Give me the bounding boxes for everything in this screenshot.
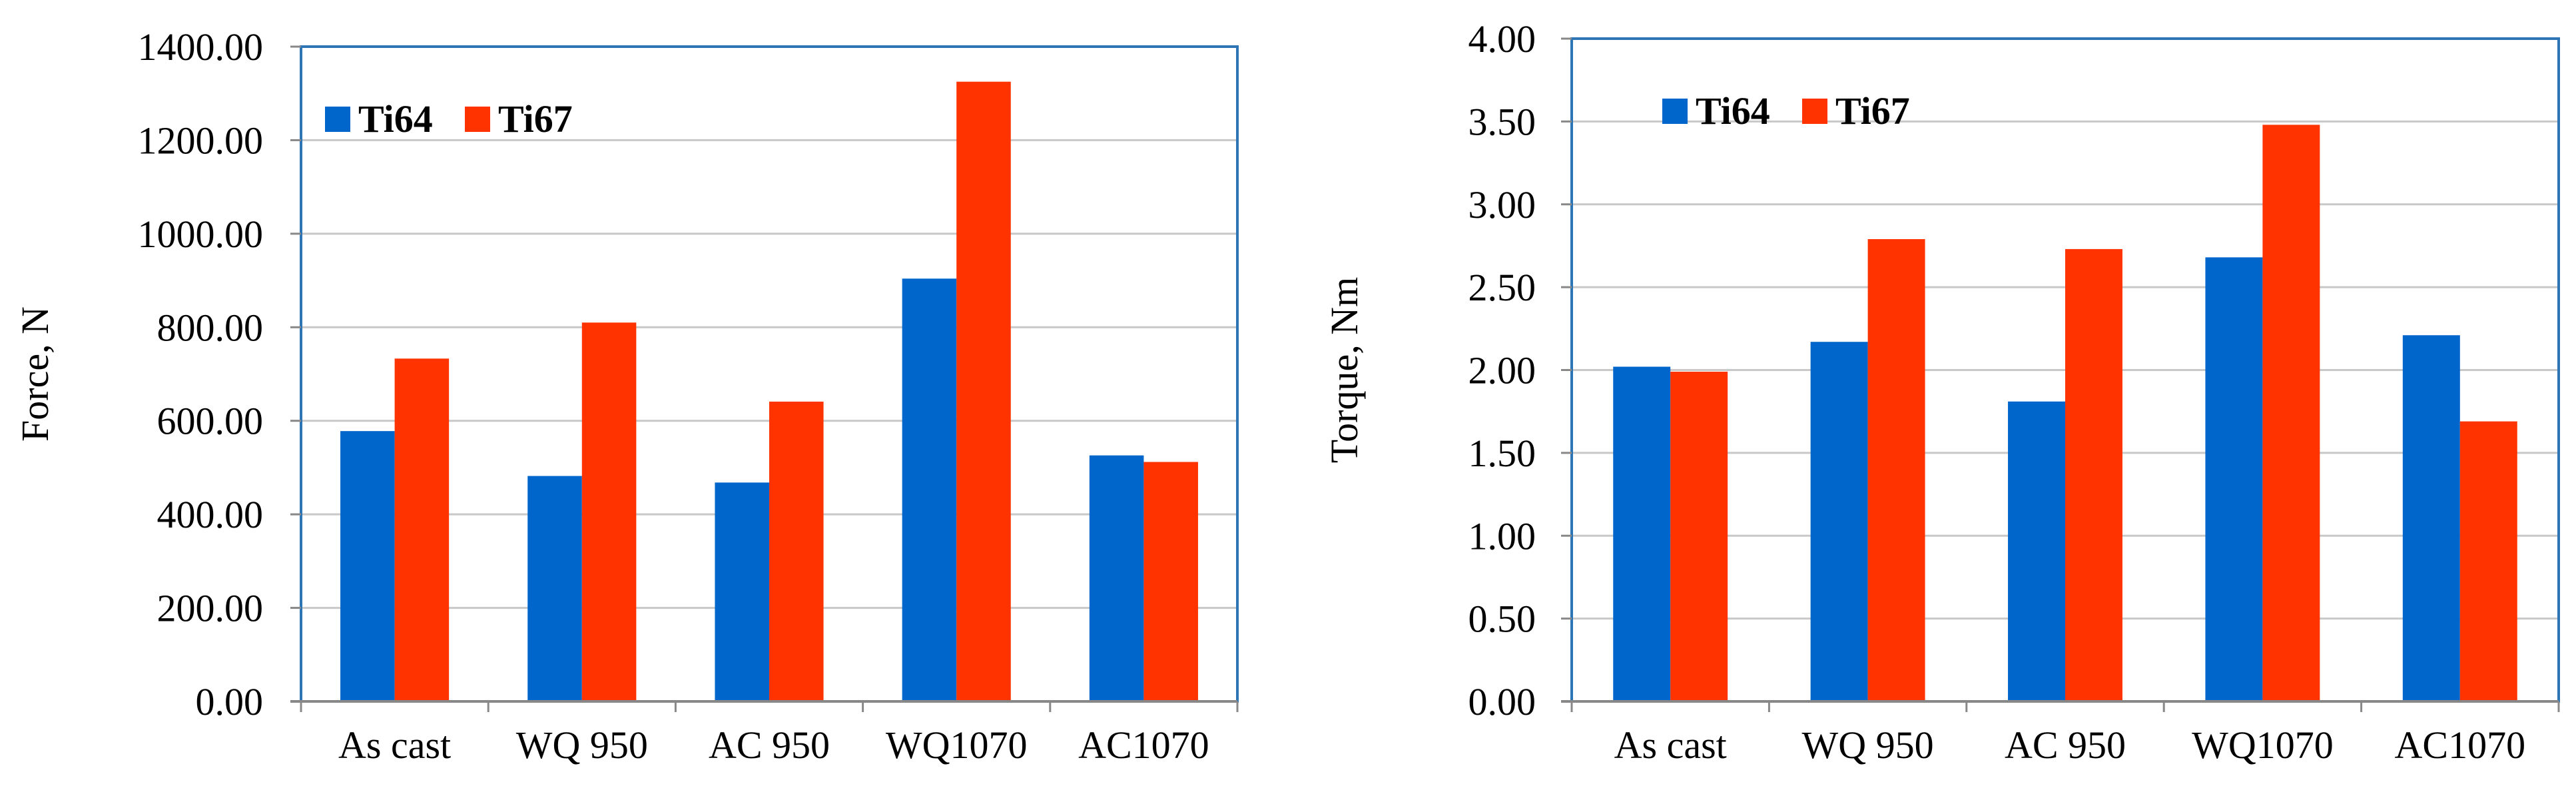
force-category-label: WQ1070 xyxy=(886,723,1028,767)
force-bar-ti64-3 xyxy=(715,482,769,701)
torque-ytick-label: 3.00 xyxy=(1468,183,1536,226)
force-ytick-label: 600.00 xyxy=(157,400,264,443)
force-legend-label-ti64: Ti64 xyxy=(358,97,433,141)
torque-ytick-label: 4.00 xyxy=(1468,17,1536,61)
force-category-label: WQ 950 xyxy=(516,723,648,767)
force-category-label: AC 950 xyxy=(709,723,830,767)
force-category-label: As cast xyxy=(338,723,451,767)
force-bar-ti67-3 xyxy=(769,401,824,701)
force-legend-swatch-ti67 xyxy=(465,107,490,132)
force-ytick-label: 0.00 xyxy=(196,680,264,723)
torque-bar-ti64-4 xyxy=(2205,257,2263,702)
force-ytick-label: 1400.00 xyxy=(138,25,264,69)
torque-bar-ti67-3 xyxy=(2065,248,2122,702)
torque-category-label: WQ1070 xyxy=(2192,723,2334,767)
torque-category-label: AC1070 xyxy=(2395,723,2526,767)
force-bar-ti64-4 xyxy=(902,278,957,702)
force-bar-ti64-5 xyxy=(1089,455,1144,701)
torque-category-label: As cast xyxy=(1614,723,1727,767)
torque-bar-ti64-1 xyxy=(1613,366,1671,701)
torque-legend-label-ti67: Ti67 xyxy=(1835,89,1910,133)
force-category-label: AC1070 xyxy=(1078,723,1209,767)
torque-category-label: AC 950 xyxy=(2005,723,2126,767)
force-ytick-label: 200.00 xyxy=(157,587,264,630)
torque-ytick-label: 2.00 xyxy=(1468,349,1536,392)
torque-ytick-label: 2.50 xyxy=(1468,266,1536,309)
force-bar-ti64-2 xyxy=(527,476,582,701)
torque-bar-ti64-2 xyxy=(1810,342,1868,701)
force-ytick-label: 1000.00 xyxy=(138,212,264,256)
torque-bar-ti64-5 xyxy=(2402,335,2460,701)
force-chart-svg: 0.00 200.00 400.00 600.00 800.00 1000.00 1200.… xyxy=(13,25,1239,767)
torque-category-label: WQ 950 xyxy=(1802,723,1934,767)
torque-legend-swatch-ti67 xyxy=(1802,99,1827,124)
torque-ytick-label: 1.00 xyxy=(1468,514,1536,558)
force-bar-ti64-1 xyxy=(340,431,395,701)
torque-bar-ti67-5 xyxy=(2459,421,2517,701)
force-ytick-label: 800.00 xyxy=(157,306,264,349)
force-bar-ti67-4 xyxy=(956,81,1011,702)
force-bar-ti67-1 xyxy=(394,358,450,701)
force-legend-swatch-ti64 xyxy=(325,107,350,132)
torque-ytick-label: 3.50 xyxy=(1468,100,1536,143)
torque-bar-ti64-3 xyxy=(2008,401,2065,701)
force-ytick-label: 400.00 xyxy=(157,493,264,536)
torque-bar-ti67-1 xyxy=(1670,371,1728,701)
torque-ytick-label: 0.00 xyxy=(1468,680,1536,723)
torque-chart: 0.00 0.50 1.00 1.50 2.00 2.50 3.00 3.50 4.00 As c… xyxy=(1305,0,2576,800)
force-chart: 0.00 200.00 400.00 600.00 800.00 1000.00 1200.… xyxy=(0,0,1265,800)
torque-legend-swatch-ti64 xyxy=(1662,99,1688,124)
torque-legend-label-ti64: Ti64 xyxy=(1696,89,1770,133)
force-bar-ti67-5 xyxy=(1143,462,1198,701)
force-bar-ti67-2 xyxy=(581,322,637,701)
torque-bar-ti67-4 xyxy=(2262,125,2320,702)
force-ytick-label: 1200.00 xyxy=(138,119,264,162)
torque-y-axis-label: Torque, Nm xyxy=(1323,277,1366,463)
torque-ytick-label: 1.50 xyxy=(1468,432,1536,475)
torque-bar-ti67-2 xyxy=(1867,238,1925,701)
torque-chart-svg: 0.00 0.50 1.00 1.50 2.00 2.50 3.00 3.50 4.00 As c… xyxy=(1323,17,2560,767)
force-legend-label-ti67: Ti67 xyxy=(498,97,573,141)
torque-ytick-label: 0.50 xyxy=(1468,598,1536,641)
force-y-axis-label: Force, N xyxy=(13,306,57,442)
